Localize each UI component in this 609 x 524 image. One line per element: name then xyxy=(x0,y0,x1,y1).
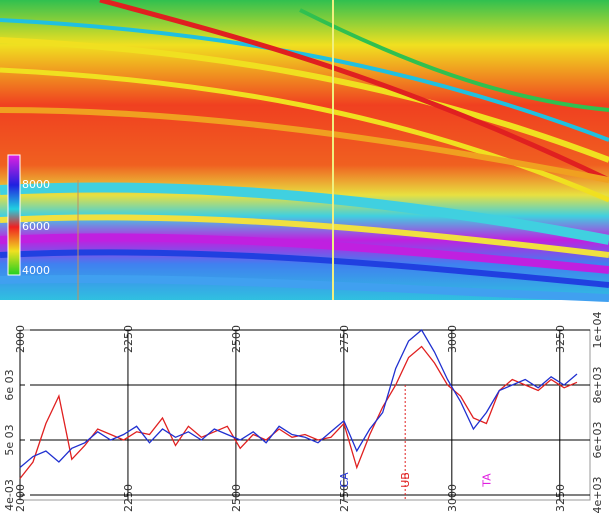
x-tick-label: 3250 xyxy=(554,484,567,512)
series-line xyxy=(19,345,578,479)
colorbar-label: 6000 xyxy=(22,220,50,233)
y2-tick-label: 6e 03 xyxy=(3,369,16,400)
plot-frame xyxy=(19,329,591,501)
colorbar-label: 4000 xyxy=(22,264,50,277)
series-line xyxy=(19,329,578,468)
y-tick-label: 6e+03 xyxy=(591,422,604,459)
annotation: TA xyxy=(480,473,493,488)
x-tick-label: 2500 xyxy=(230,484,243,512)
y-tick-label: 1e+04 xyxy=(591,312,604,349)
x-tick-label: 3000 xyxy=(446,325,459,353)
x-tick-label: 2750 xyxy=(338,484,351,512)
x-tick-label: 2000 xyxy=(14,325,27,353)
x-tick-label: 2500 xyxy=(230,325,243,353)
x-tick-label: 2250 xyxy=(122,484,135,512)
x-tick-label: 2000 xyxy=(14,484,27,512)
y-tick-label: 8e+03 xyxy=(591,367,604,404)
x-tick-label: 2250 xyxy=(122,325,135,353)
x-tick-label: 3000 xyxy=(446,484,459,512)
annotation: UB xyxy=(399,472,412,488)
x-tick-label: 2750 xyxy=(338,325,351,353)
seismic-section xyxy=(0,0,609,302)
colorbar-label: 8000 xyxy=(22,178,50,191)
colorbar-labels: 8000 6000 4000 xyxy=(22,178,50,277)
y2-tick-label: 4e-03 xyxy=(3,479,16,511)
x-tick-label: 3250 xyxy=(554,325,567,353)
y2-tick-label: 5e 03 xyxy=(3,424,16,455)
log-chart: 2000 2000 2250 2250 2500 2500 2750 2750 3000 3000… xyxy=(3,312,604,514)
annotation: CA xyxy=(338,472,351,488)
y-tick-label: 4e+03 xyxy=(591,477,604,514)
